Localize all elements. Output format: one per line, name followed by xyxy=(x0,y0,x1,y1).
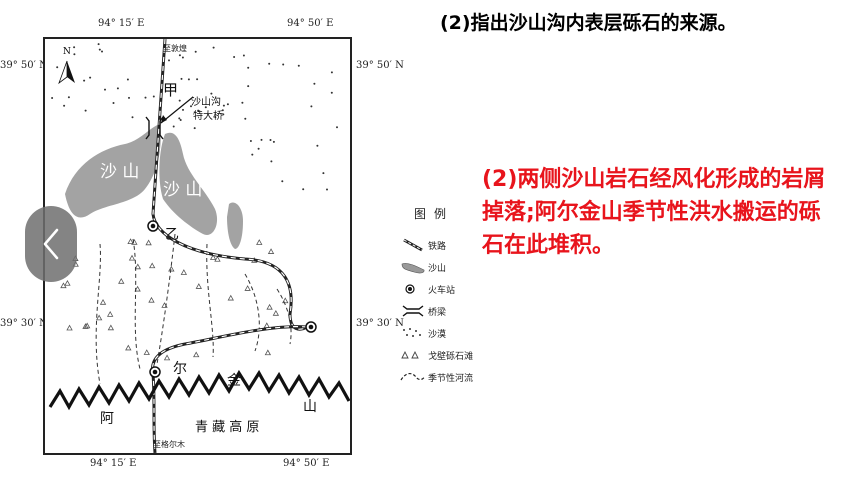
bridge-symbol xyxy=(145,116,164,140)
mountain-char-er: 尔 xyxy=(173,361,187,377)
gravel-symbol-icon xyxy=(401,350,419,359)
legend-label-bridge: 桥梁 xyxy=(428,307,447,318)
railway xyxy=(150,39,308,453)
tick-bottom-left: 94° 15′ E xyxy=(90,458,137,469)
sand-mountain-symbol-icon xyxy=(401,263,425,274)
legend-item-sand-mountain: 沙山 xyxy=(398,256,498,278)
legend-label-gravel: 戈壁砾石滩 xyxy=(428,351,474,362)
tick-top-right: 94° 50′ E xyxy=(287,18,334,29)
label-jia: 甲 xyxy=(163,81,178,99)
tick-left-upper: 39° 50′ N xyxy=(0,60,48,71)
label-yi: 乙 xyxy=(165,227,179,243)
seasonal-rivers xyxy=(95,233,292,385)
bridge-pointer-arrow xyxy=(160,96,194,124)
train-stations xyxy=(147,220,317,378)
legend-item-desert: 沙漠 xyxy=(398,322,498,344)
sand-mountain-right xyxy=(159,132,218,235)
mountain-char-shan: 山 xyxy=(303,399,317,415)
bridge-label-2: 特大桥 xyxy=(193,109,223,122)
legend-item-bridge: 桥梁 xyxy=(398,300,498,322)
tick-right-upper: 39° 50′ N xyxy=(356,60,404,71)
map-figure: 94° 15′ E 94° 50′ E 94° 15′ E 94° 50′ E … xyxy=(0,0,420,484)
mountain-ridge xyxy=(48,369,350,411)
station-symbol-icon xyxy=(405,284,415,294)
answer-text: (2)两侧沙山岩石经风化形成的岩屑掉落;阿尔金山季节性洪水搬运的砾石在此堆积。 xyxy=(482,167,826,258)
bridge-label-1: 沙山沟 xyxy=(191,95,221,108)
chevron-left-icon xyxy=(43,228,59,260)
desert-symbol-icon xyxy=(403,328,421,337)
legend-item-gravel: 戈壁砾石滩 xyxy=(398,344,498,366)
legend-item-station: 火车站 xyxy=(398,278,498,300)
bridge-symbol-icon xyxy=(402,305,424,317)
seasonal-river-symbol-icon xyxy=(400,373,426,381)
tick-right-lower: 39° 30′ N xyxy=(356,318,404,329)
map-legend: 图例 铁路 沙山 火车站 桥梁 沙漠 戈壁砾石滩 季节性河流 xyxy=(398,205,498,388)
legend-label-sand-mountain: 沙山 xyxy=(428,263,447,274)
legend-label-station: 火车站 xyxy=(428,285,456,296)
legend-item-seasonal-river: 季节性河流 xyxy=(398,366,498,388)
previous-slide-button[interactable] xyxy=(25,206,77,282)
plateau-label: 青 藏 高 原 xyxy=(195,419,259,435)
tick-top-left: 94° 15′ E xyxy=(98,18,145,29)
north-label: N xyxy=(63,47,71,57)
desert-dots xyxy=(51,43,338,191)
tick-bottom-right: 94° 50′ E xyxy=(283,458,330,469)
legend-label-desert: 沙漠 xyxy=(428,329,447,340)
legend-item-railway: 铁路 xyxy=(398,234,498,256)
north-arrow-icon xyxy=(58,60,75,85)
tick-left-lower: 39° 30′ N xyxy=(0,318,48,329)
gravel-marks xyxy=(60,238,289,361)
railway-label-top: 至敦煌 xyxy=(163,43,187,53)
sand-label-left: 沙 山 xyxy=(100,162,139,182)
legend-label-railway: 铁路 xyxy=(428,241,447,252)
railway-label-bottom: 至格尔木 xyxy=(153,439,185,449)
sand-mountain-left xyxy=(65,124,161,218)
sand-label-right: 沙 山 xyxy=(163,180,202,200)
question-text: (2)指出沙山沟内表层砾石的来源。 xyxy=(440,12,737,34)
legend-label-seasonal-river: 季节性河流 xyxy=(428,373,474,384)
mountain-char-jin: 金 xyxy=(227,373,241,389)
legend-title: 图例 xyxy=(414,207,455,221)
map-frame: N 至敦煌 甲 沙山沟 特大桥 沙 山 沙 山 乙 阿 尔 金 山 青 藏 高 … xyxy=(43,37,352,455)
sand-mountain-small xyxy=(227,202,243,249)
mountain-char-a: 阿 xyxy=(100,411,114,427)
map-canvas: N 至敦煌 甲 沙山沟 特大桥 沙 山 沙 山 乙 阿 尔 金 山 青 藏 高 … xyxy=(48,39,350,453)
railway-symbol-icon xyxy=(403,238,423,252)
